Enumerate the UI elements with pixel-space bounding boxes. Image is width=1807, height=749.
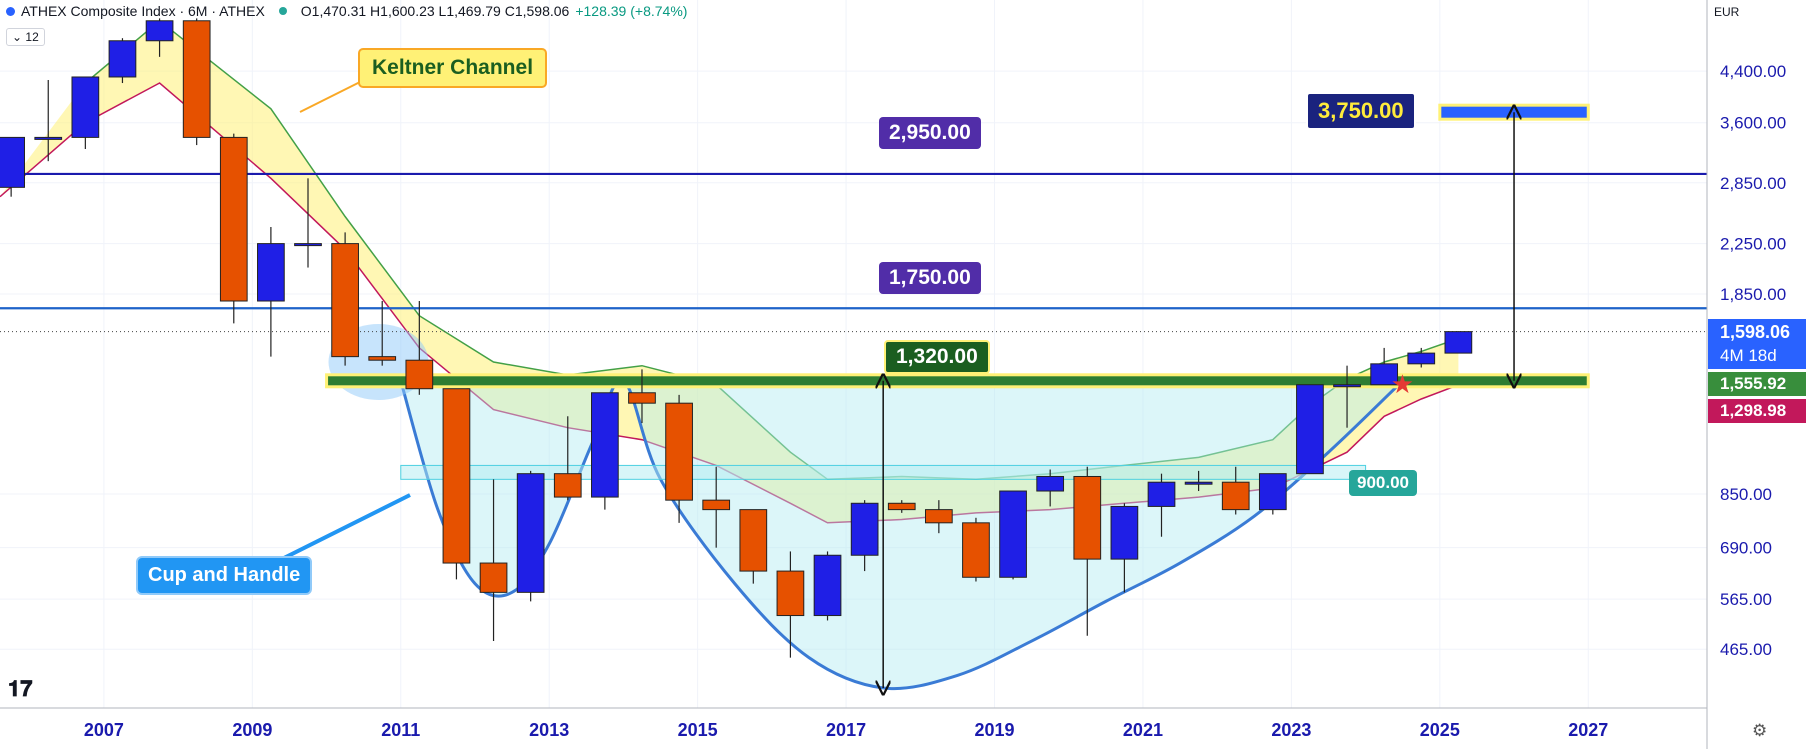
x-tick-label-9: 2025 [1420, 720, 1460, 740]
keltner-fill [0, 20, 1459, 523]
candle-body-14 [516, 473, 545, 593]
candle-body-6 [219, 136, 248, 302]
candle-body-19 [702, 499, 731, 511]
breakout-star-icon: ★ [1391, 370, 1414, 400]
currency-label[interactable]: EUR [1714, 5, 1740, 19]
candle-body-15 [553, 473, 582, 498]
candle-body-38 [1407, 352, 1436, 365]
candle-body-16 [591, 392, 619, 498]
candle-body-28 [1036, 475, 1065, 492]
change-readout: +128.39 (+8.74%) [575, 3, 688, 19]
candle-body-33 [1221, 481, 1250, 511]
keltner-lower-tag: 1,298.98 [1708, 399, 1806, 423]
keltner-callout-pointer [299, 81, 361, 113]
x-tick-label-6: 2019 [974, 720, 1014, 740]
y-tick-label-7: 565.00 [1720, 590, 1772, 609]
keltner-channel-label[interactable]: Keltner Channel [358, 48, 548, 88]
chart-header: ATHEX Composite Index · 6M · ATHEX O1,47… [6, 3, 687, 19]
candle-body-4 [145, 20, 174, 42]
symbol-title[interactable]: ATHEX Composite Index · 6M · ATHEX [21, 3, 265, 19]
y-tick-label-0: 4,400.00 [1720, 62, 1786, 81]
x-tick-label-3: 2013 [529, 720, 569, 740]
settings-gear-icon[interactable]: ⚙ [1752, 721, 1768, 740]
keltner-upper-tag: 1,555.92 [1708, 372, 1806, 396]
candle-body-17 [628, 392, 656, 404]
candle-body-25 [924, 509, 953, 524]
candle-body-21 [776, 570, 805, 617]
candle-body-13 [479, 562, 508, 593]
x-tick-label-7: 2021 [1123, 720, 1163, 740]
tradingview-logo[interactable]: 𝟏𝟕 [8, 676, 33, 701]
candle-body-12 [442, 388, 471, 564]
indicator-count: 12 [25, 30, 39, 44]
level-900-label[interactable]: 900.00 [1349, 470, 1417, 496]
y-tick-label-1: 3,600.00 [1720, 114, 1786, 133]
x-tick-label-5: 2017 [826, 720, 866, 740]
y-tick-label-8: 465.00 [1720, 640, 1772, 659]
y-tick-label-5: 850.00 [1720, 485, 1772, 504]
candle-body-11 [405, 359, 434, 390]
candle-body-18 [665, 402, 693, 501]
last-price-tag: 1,598.06 4M 18d [1708, 319, 1806, 369]
candle-body-20 [739, 509, 768, 572]
cup-curve [399, 378, 1404, 691]
y-tick-label-6: 690.00 [1720, 539, 1772, 558]
cup-fill [400, 380, 1403, 689]
bar-countdown: 4M 18d [1720, 346, 1777, 365]
x-tick-label-0: 2007 [84, 720, 124, 740]
candle-body-37 [1370, 363, 1399, 386]
candle-body-26 [962, 522, 990, 578]
candle-body-8 [294, 243, 322, 247]
x-tick-label-8: 2023 [1271, 720, 1311, 740]
x-tick-label-1: 2009 [232, 720, 272, 740]
x-tick-label-4: 2015 [678, 720, 718, 740]
level-1320-label[interactable]: 1,320.00 [884, 340, 990, 374]
candle-body-9 [331, 243, 359, 358]
measure-layer: ★ [883, 112, 1514, 688]
chevron-down-icon: ⌄ [12, 30, 23, 44]
candle-body-34 [1258, 473, 1287, 511]
market-status-icon [278, 7, 287, 15]
level-1750-label[interactable]: 1,750.00 [879, 262, 981, 294]
candle-body-30 [1110, 505, 1139, 560]
candles-layer[interactable] [0, 18, 1473, 658]
last-price-value: 1,598.06 [1720, 322, 1791, 342]
candle-body-0 [0, 136, 25, 188]
candle-body-7 [257, 243, 285, 302]
candle-body-22 [813, 554, 842, 617]
y-tick-label-4: 1,850.00 [1720, 285, 1786, 304]
level-2950-label[interactable]: 2,950.00 [879, 117, 981, 149]
cup-and-handle-label[interactable]: Cup and Handle [136, 556, 313, 595]
candle-body-23 [850, 502, 879, 556]
target-3750-label[interactable]: 3,750.00 [1306, 92, 1416, 130]
candle-body-29 [1073, 475, 1102, 560]
candle-body-39 [1444, 331, 1473, 354]
candle-body-31 [1147, 481, 1176, 507]
symbol-dot-icon [6, 6, 15, 16]
candle-body-32 [1184, 481, 1213, 485]
y-tick-label-3: 2,250.00 [1720, 235, 1786, 254]
candle-body-5 [182, 20, 211, 138]
x-tick-label-2: 2011 [381, 720, 420, 740]
indicator-collapse-button[interactable]: ⌄ 12 [6, 28, 45, 46]
y-tick-label-2: 2,850.00 [1720, 174, 1786, 193]
candle-body-35 [1296, 384, 1324, 475]
candle-body-27 [999, 490, 1027, 578]
candle-body-10 [368, 356, 397, 361]
ohlc-readout: O1,470.31 H1,600.23 L1,469.79 C1,598.06 [300, 3, 570, 19]
candle-body-3 [108, 40, 137, 78]
candle-body-1 [34, 136, 63, 140]
candle-body-24 [887, 502, 916, 511]
x-tick-label-10: 2027 [1568, 720, 1608, 740]
candle-body-36 [1333, 384, 1361, 388]
candle-body-2 [71, 76, 100, 138]
